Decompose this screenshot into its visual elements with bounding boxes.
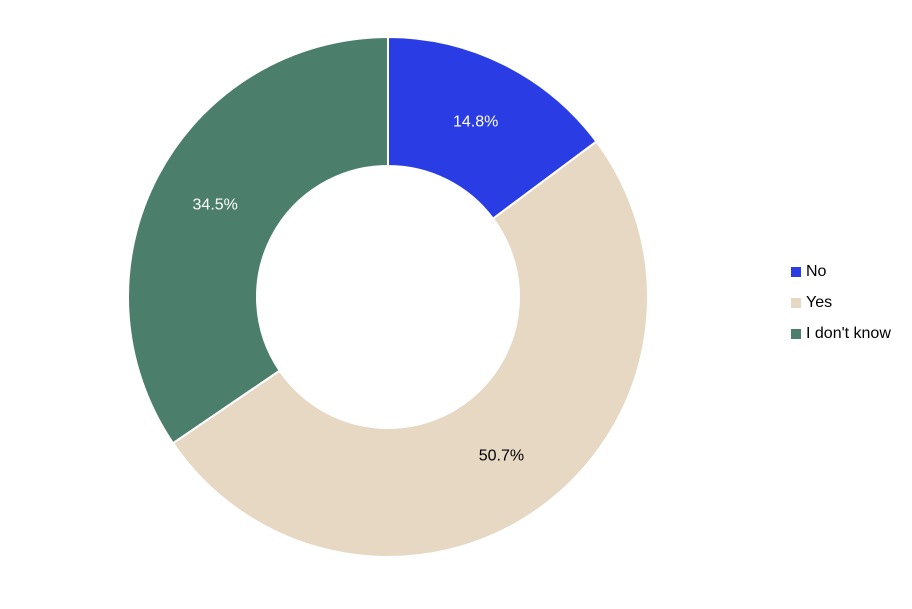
legend-swatch-no bbox=[791, 266, 801, 277]
legend-label-dont-know: I don't know bbox=[806, 324, 891, 342]
slice-label-dont-know: 34.5% bbox=[193, 197, 238, 214]
legend-item-dont-know: I don't know bbox=[791, 318, 891, 349]
legend: No Yes I don't know bbox=[791, 256, 891, 349]
slice-label-yes: 50.7% bbox=[479, 447, 524, 464]
legend-swatch-dont-know bbox=[791, 328, 801, 339]
slice-no bbox=[387, 35, 598, 221]
legend-item-yes: Yes bbox=[791, 287, 891, 318]
slice-dont-know bbox=[127, 35, 389, 445]
slice-yes bbox=[171, 140, 649, 559]
legend-item-no: No bbox=[791, 256, 891, 287]
legend-swatch-yes bbox=[791, 297, 801, 308]
legend-label-yes: Yes bbox=[806, 293, 833, 311]
slice-label-no: 14.8% bbox=[453, 113, 498, 130]
legend-label-no: No bbox=[806, 262, 827, 280]
